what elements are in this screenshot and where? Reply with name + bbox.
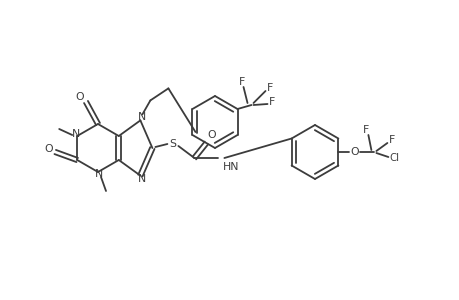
Text: O: O xyxy=(349,147,358,157)
Text: F: F xyxy=(266,83,272,93)
Text: HN: HN xyxy=(222,162,238,172)
Text: N: N xyxy=(138,112,146,122)
Text: N: N xyxy=(138,174,146,184)
Text: F: F xyxy=(363,125,369,135)
Text: N: N xyxy=(72,129,80,139)
Text: S: S xyxy=(168,139,175,149)
Text: F: F xyxy=(238,77,244,87)
Text: N: N xyxy=(95,169,103,179)
Text: Cl: Cl xyxy=(388,153,398,163)
Text: O: O xyxy=(207,130,215,140)
Text: F: F xyxy=(268,97,274,107)
Text: F: F xyxy=(388,135,395,145)
Text: O: O xyxy=(76,92,84,102)
Text: O: O xyxy=(44,144,52,154)
